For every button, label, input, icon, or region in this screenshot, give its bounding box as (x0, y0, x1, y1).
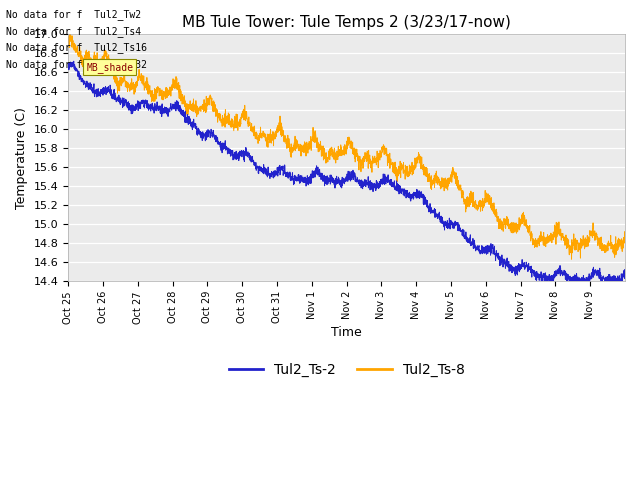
X-axis label: Time: Time (332, 326, 362, 339)
Text: MB_shade: MB_shade (86, 61, 133, 72)
Text: No data for f  Tul2_Tw2: No data for f Tul2_Tw2 (6, 9, 141, 20)
Y-axis label: Temperature (C): Temperature (C) (15, 107, 28, 209)
Title: MB Tule Tower: Tule Temps 2 (3/23/17-now): MB Tule Tower: Tule Temps 2 (3/23/17-now… (182, 15, 511, 30)
Text: No data for f  Tul2_Ts4: No data for f Tul2_Ts4 (6, 25, 141, 36)
Legend: Tul2_Ts-2, Tul2_Ts-8: Tul2_Ts-2, Tul2_Ts-8 (223, 358, 470, 383)
Text: No data for f  Tul2_Ts32: No data for f Tul2_Ts32 (6, 59, 147, 70)
Text: No data for f  Tul2_Ts16: No data for f Tul2_Ts16 (6, 42, 147, 53)
